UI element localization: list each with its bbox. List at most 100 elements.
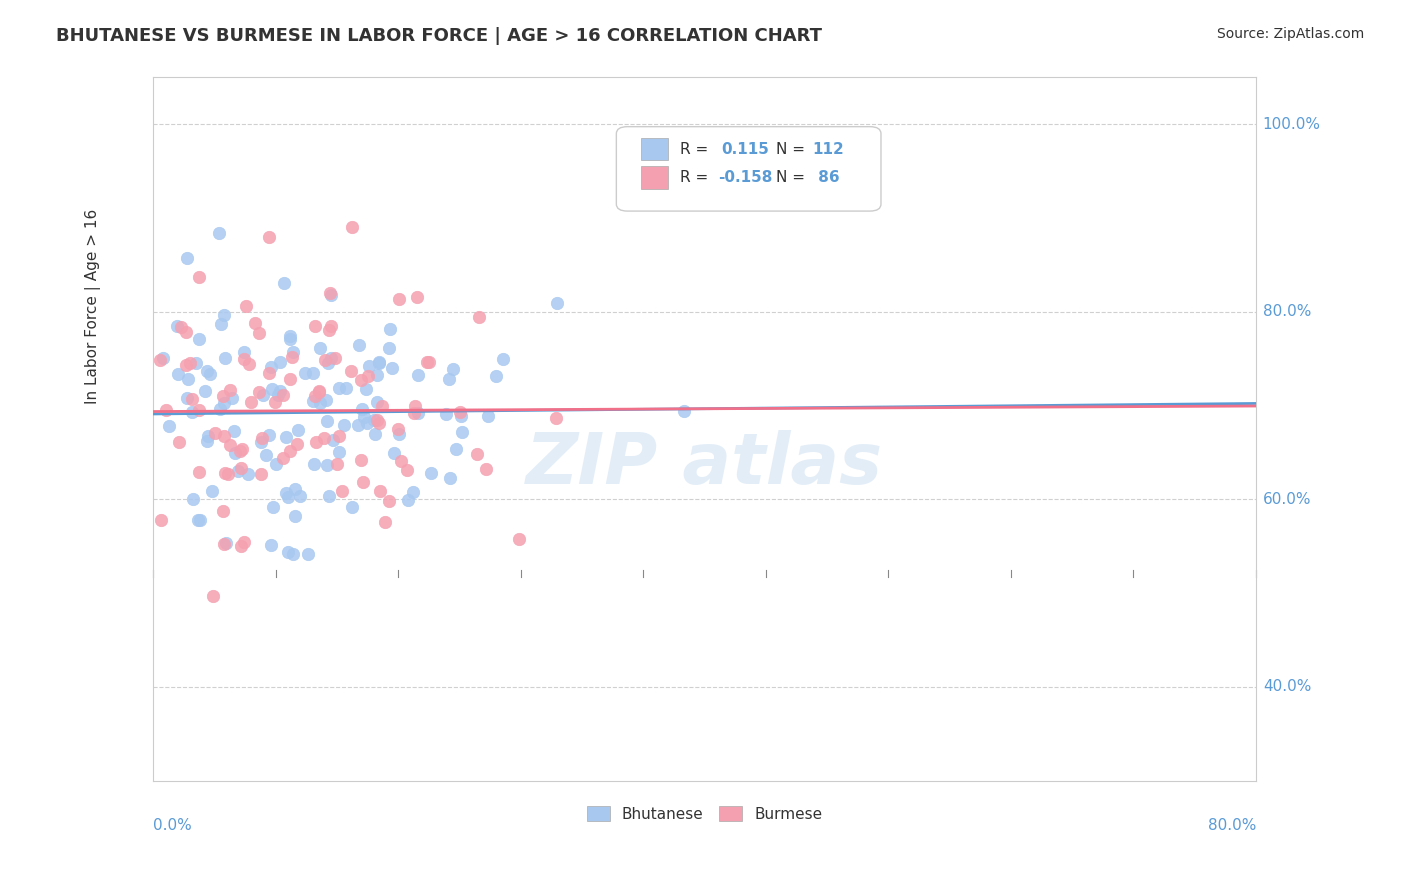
Point bbox=[221, 392, 243, 406]
Point bbox=[340, 364, 363, 378]
Point bbox=[262, 500, 284, 515]
Point bbox=[363, 413, 385, 427]
Point bbox=[315, 392, 337, 407]
Point bbox=[167, 368, 190, 382]
Point bbox=[215, 535, 238, 549]
Point bbox=[467, 310, 489, 324]
Point bbox=[224, 446, 246, 460]
Point bbox=[395, 463, 418, 477]
Point bbox=[304, 319, 326, 334]
Point bbox=[186, 356, 208, 370]
Point bbox=[378, 494, 401, 508]
Point bbox=[406, 407, 429, 421]
Point bbox=[352, 475, 374, 489]
Point bbox=[180, 392, 202, 407]
Point bbox=[271, 451, 294, 466]
Text: -0.158: -0.158 bbox=[718, 169, 772, 185]
Point bbox=[302, 366, 325, 380]
Point bbox=[176, 391, 198, 405]
Point bbox=[474, 462, 496, 476]
Point bbox=[305, 434, 328, 449]
Point bbox=[322, 433, 344, 447]
Point bbox=[319, 351, 342, 365]
Point bbox=[231, 442, 253, 456]
Point bbox=[195, 434, 218, 448]
Point bbox=[312, 431, 335, 445]
Point bbox=[212, 308, 235, 322]
Point bbox=[449, 404, 471, 418]
Point bbox=[546, 410, 568, 425]
Point bbox=[273, 276, 295, 290]
Point bbox=[437, 371, 460, 385]
Point bbox=[188, 402, 211, 417]
FancyBboxPatch shape bbox=[641, 137, 668, 161]
Point bbox=[235, 299, 257, 313]
Legend: Bhutanese, Burmese: Bhutanese, Burmese bbox=[579, 798, 830, 830]
Point bbox=[226, 464, 249, 478]
Point bbox=[197, 429, 219, 443]
Point bbox=[368, 355, 391, 369]
Point bbox=[368, 416, 391, 430]
Point bbox=[218, 437, 240, 451]
Point bbox=[249, 467, 271, 481]
Point bbox=[149, 513, 172, 527]
Point bbox=[328, 381, 350, 395]
Point bbox=[269, 384, 291, 398]
Point bbox=[357, 368, 380, 383]
Point bbox=[274, 485, 297, 500]
Point bbox=[346, 417, 368, 432]
Point bbox=[247, 384, 270, 399]
Point bbox=[366, 413, 388, 427]
Text: 40.0%: 40.0% bbox=[1263, 680, 1312, 695]
Text: 0.0%: 0.0% bbox=[153, 818, 193, 833]
Point bbox=[212, 389, 235, 403]
Point bbox=[354, 382, 377, 396]
Point bbox=[391, 454, 413, 468]
Point bbox=[415, 355, 437, 369]
Point bbox=[277, 490, 299, 504]
Point bbox=[404, 406, 426, 420]
Point bbox=[319, 285, 342, 300]
Point bbox=[177, 372, 200, 386]
Point bbox=[366, 368, 388, 382]
Point bbox=[335, 381, 357, 395]
Point bbox=[441, 362, 464, 376]
Point bbox=[233, 344, 256, 359]
Point bbox=[349, 337, 371, 351]
Point bbox=[281, 548, 304, 562]
Point bbox=[308, 385, 330, 400]
Point bbox=[302, 393, 325, 408]
Point bbox=[267, 388, 290, 402]
Point bbox=[402, 484, 425, 499]
Point bbox=[229, 443, 252, 458]
Point bbox=[271, 388, 294, 402]
Point bbox=[314, 352, 336, 367]
Point bbox=[209, 402, 232, 417]
Point bbox=[278, 329, 301, 343]
Point bbox=[368, 484, 391, 499]
Point bbox=[277, 545, 299, 559]
Point bbox=[492, 352, 515, 367]
Text: 80.0%: 80.0% bbox=[1208, 818, 1256, 833]
Point bbox=[284, 483, 307, 497]
Point bbox=[257, 366, 280, 380]
Point bbox=[152, 351, 174, 365]
Text: N =: N = bbox=[776, 169, 806, 185]
Point bbox=[284, 508, 307, 523]
Text: 100.0%: 100.0% bbox=[1263, 117, 1320, 132]
Point bbox=[209, 317, 232, 331]
Point bbox=[408, 368, 430, 383]
Point bbox=[233, 535, 256, 549]
Point bbox=[350, 453, 373, 467]
Point bbox=[342, 219, 364, 234]
Point bbox=[201, 589, 224, 603]
Point bbox=[321, 288, 343, 302]
Point bbox=[297, 547, 319, 561]
Point bbox=[243, 316, 266, 330]
Text: R =: R = bbox=[681, 169, 709, 185]
Point bbox=[183, 491, 205, 506]
Point bbox=[204, 426, 226, 441]
Point bbox=[187, 513, 209, 527]
Point bbox=[316, 356, 339, 370]
Point bbox=[439, 471, 461, 485]
